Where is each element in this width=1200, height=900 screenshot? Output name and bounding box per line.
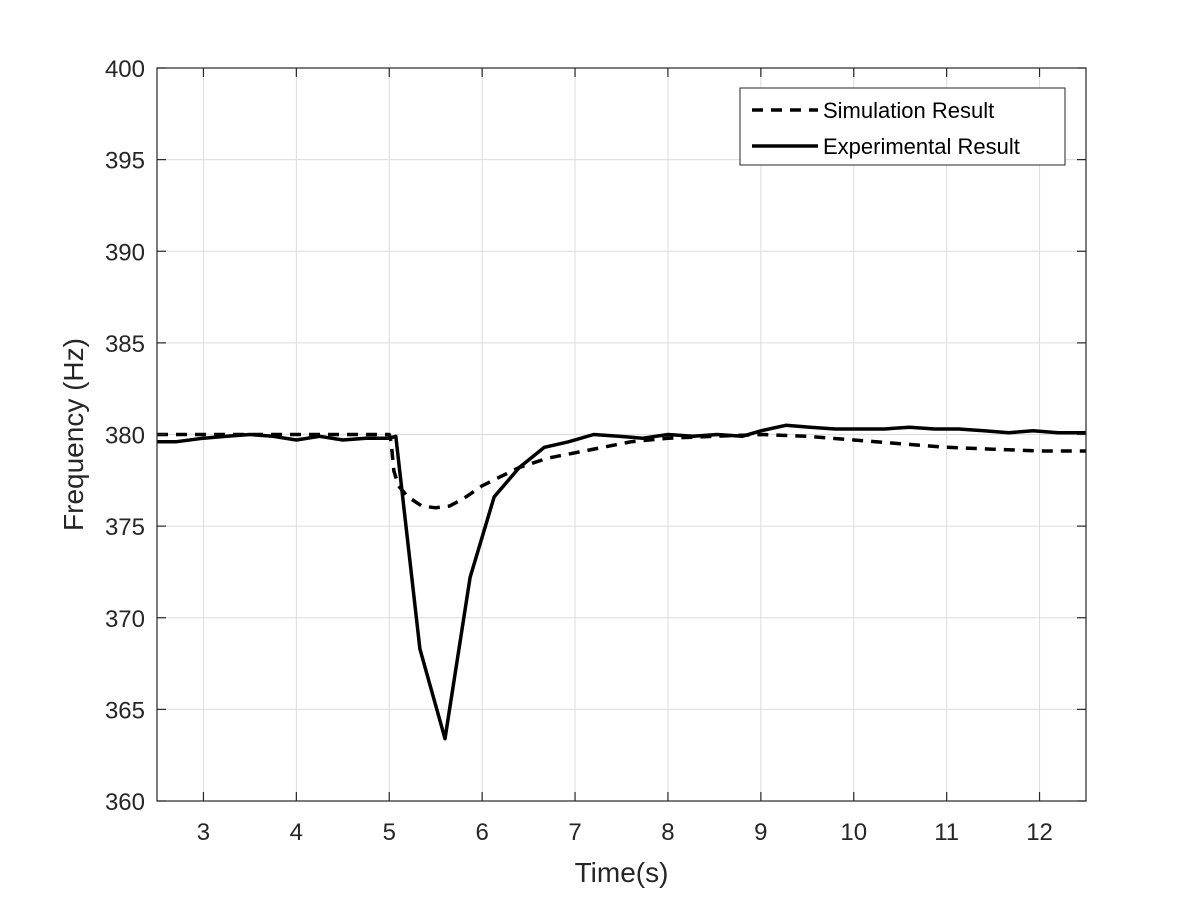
y-tick-label-380: 380 bbox=[105, 423, 145, 450]
series-line-experimental-result bbox=[157, 423, 1086, 741]
x-tick-label-6: 6 bbox=[475, 819, 488, 846]
x-tick-label-12: 12 bbox=[1026, 819, 1053, 846]
y-tick-label-370: 370 bbox=[105, 606, 145, 633]
x-tick-label-8: 8 bbox=[661, 819, 674, 846]
series-layer bbox=[157, 423, 1086, 741]
y-tick-label-385: 385 bbox=[105, 331, 145, 358]
x-axis-title: Time(s) bbox=[575, 857, 669, 888]
x-tick-label-11: 11 bbox=[934, 819, 959, 846]
y-tick-label-395: 395 bbox=[105, 148, 145, 175]
y-tick-label-360: 360 bbox=[105, 789, 145, 816]
legend: Simulation Result Experimental Result bbox=[739, 87, 1066, 166]
x-tick-label-10: 10 bbox=[840, 819, 867, 846]
y-tick-label-365: 365 bbox=[105, 697, 145, 724]
y-tick-label-375: 375 bbox=[105, 514, 145, 541]
y-tick-label-390: 390 bbox=[105, 239, 145, 266]
y-axis-title: Frequency (Hz) bbox=[58, 338, 89, 531]
y-tick-label-400: 400 bbox=[105, 56, 145, 83]
grid-lines bbox=[157, 68, 1086, 801]
x-tick-label-3: 3 bbox=[197, 819, 210, 846]
axis-ticks: 3 4 5 6 7 8 9 10 11 12 360 365 370 375 380 385 390 395 400 bbox=[105, 56, 1086, 846]
x-tick-label-5: 5 bbox=[383, 819, 396, 846]
x-tick-label-9: 9 bbox=[754, 819, 767, 846]
legend-label-simulation-result: Simulation Result bbox=[823, 98, 994, 123]
x-tick-label-4: 4 bbox=[290, 819, 303, 846]
legend-box bbox=[739, 87, 1066, 166]
x-tick-label-7: 7 bbox=[568, 819, 581, 846]
legend-label-experimental-result: Experimental Result bbox=[823, 134, 1020, 159]
